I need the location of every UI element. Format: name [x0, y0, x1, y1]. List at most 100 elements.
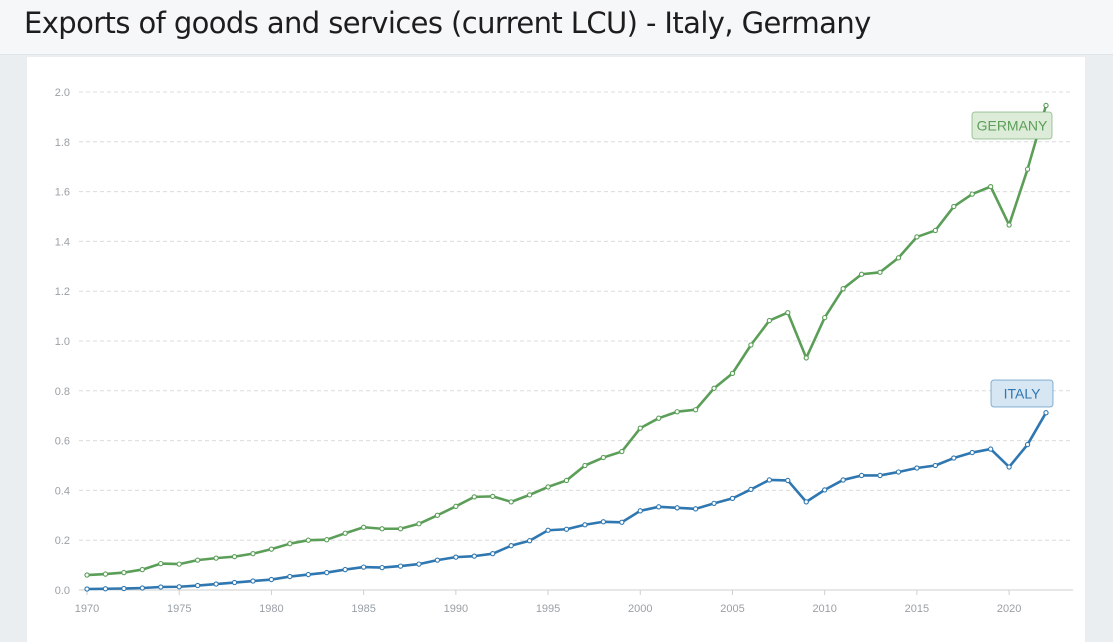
germany-point[interactable] [803, 355, 809, 361]
italy-point[interactable] [692, 506, 699, 512]
italy-point[interactable] [656, 504, 662, 510]
italy-point[interactable] [619, 519, 625, 525]
italy-point[interactable] [858, 472, 865, 479]
italy-point[interactable] [360, 564, 367, 570]
germany-point[interactable] [637, 425, 643, 431]
italy-point[interactable] [969, 449, 975, 456]
italy-point[interactable] [988, 446, 994, 452]
italy-point[interactable] [840, 477, 846, 483]
germany-point[interactable] [600, 454, 607, 461]
italy-point[interactable] [158, 584, 164, 590]
germany-point[interactable] [582, 462, 588, 469]
germany-point[interactable] [195, 557, 201, 563]
italy-point[interactable] [748, 486, 754, 493]
italy-point[interactable] [914, 465, 920, 471]
germany-point[interactable] [379, 526, 385, 532]
germany-point[interactable] [840, 286, 846, 292]
italy-point[interactable] [471, 553, 477, 559]
germany-point[interactable] [121, 569, 127, 576]
italy-point[interactable] [102, 586, 109, 592]
germany-point[interactable] [268, 546, 275, 552]
italy-point[interactable] [342, 566, 348, 573]
germany-point[interactable] [748, 342, 754, 348]
germany-point[interactable] [822, 314, 828, 321]
germany-point[interactable] [932, 227, 938, 234]
italy-point[interactable] [397, 563, 404, 569]
italy-point[interactable] [895, 469, 902, 475]
germany-point[interactable] [969, 191, 975, 197]
germany-point[interactable] [324, 537, 330, 543]
germany-point[interactable] [914, 234, 920, 240]
germany-point[interactable] [490, 493, 496, 500]
germany-point[interactable] [766, 317, 773, 324]
germany-point[interactable] [1006, 222, 1012, 228]
germany-point[interactable] [471, 494, 477, 500]
italy-point[interactable] [785, 477, 791, 484]
germany-point[interactable] [434, 512, 441, 518]
germany-point[interactable] [287, 541, 293, 547]
germany-point[interactable] [250, 550, 256, 557]
italy-point[interactable] [803, 499, 809, 505]
italy-point[interactable] [287, 573, 293, 580]
italy-point[interactable] [268, 576, 275, 583]
italy-point[interactable] [195, 582, 201, 589]
italy-point[interactable] [766, 477, 773, 483]
italy-point[interactable] [176, 584, 182, 590]
italy-point[interactable] [213, 581, 219, 587]
italy-point[interactable] [932, 462, 938, 469]
germany-point[interactable] [158, 560, 164, 567]
germany-point[interactable] [526, 492, 533, 498]
germany-point[interactable] [656, 415, 662, 421]
germany-point[interactable] [563, 477, 570, 484]
italy-point[interactable] [951, 455, 957, 461]
italy-point[interactable] [490, 550, 496, 557]
italy-point[interactable] [305, 571, 311, 578]
germany-point[interactable] [951, 203, 957, 210]
germany-point[interactable] [139, 566, 145, 573]
germany-point[interactable] [360, 524, 367, 530]
germany-point[interactable] [988, 183, 994, 190]
germany-point[interactable] [785, 309, 791, 316]
germany-tag[interactable]: GERMANY [971, 111, 1053, 140]
germany-point[interactable] [619, 448, 625, 455]
italy-point[interactable] [453, 554, 459, 560]
italy-point[interactable] [250, 578, 256, 584]
italy-point[interactable] [84, 586, 90, 592]
germany-point[interactable] [102, 571, 109, 577]
italy-point[interactable] [324, 569, 330, 576]
germany-point[interactable] [453, 503, 459, 509]
italy-point[interactable] [582, 522, 588, 528]
germany-point[interactable] [858, 271, 865, 277]
italy-point[interactable] [434, 557, 441, 563]
italy-point[interactable] [416, 561, 422, 567]
germany-point[interactable] [674, 409, 680, 415]
germany-point[interactable] [342, 530, 348, 536]
germany-point[interactable] [729, 370, 736, 377]
germany-point[interactable] [176, 561, 182, 567]
germany-point[interactable] [545, 484, 551, 490]
italy-point[interactable] [231, 579, 238, 586]
italy-point[interactable] [508, 543, 514, 549]
italy-point[interactable] [1043, 410, 1049, 416]
germany-point[interactable] [692, 407, 699, 413]
germany-point[interactable] [508, 499, 514, 505]
italy-point[interactable] [139, 585, 145, 591]
germany-point[interactable] [231, 553, 238, 560]
italy-point[interactable] [545, 527, 551, 533]
italy-point[interactable] [1024, 441, 1031, 448]
italy-point[interactable] [121, 585, 127, 592]
italy-point[interactable] [637, 508, 643, 514]
germany-point[interactable] [305, 537, 311, 543]
italy-point[interactable] [711, 500, 717, 506]
germany-point[interactable] [711, 385, 717, 391]
germany-point[interactable] [895, 255, 902, 261]
italy-point[interactable] [877, 472, 883, 479]
italy-point[interactable] [526, 538, 533, 544]
germany-point[interactable] [877, 269, 883, 275]
italy-point[interactable] [600, 519, 607, 525]
italy-point[interactable] [729, 495, 736, 502]
italy-point[interactable] [379, 564, 385, 571]
germany-point[interactable] [397, 526, 404, 532]
germany-point[interactable] [84, 572, 90, 578]
italy-tag[interactable]: ITALY [990, 379, 1054, 408]
